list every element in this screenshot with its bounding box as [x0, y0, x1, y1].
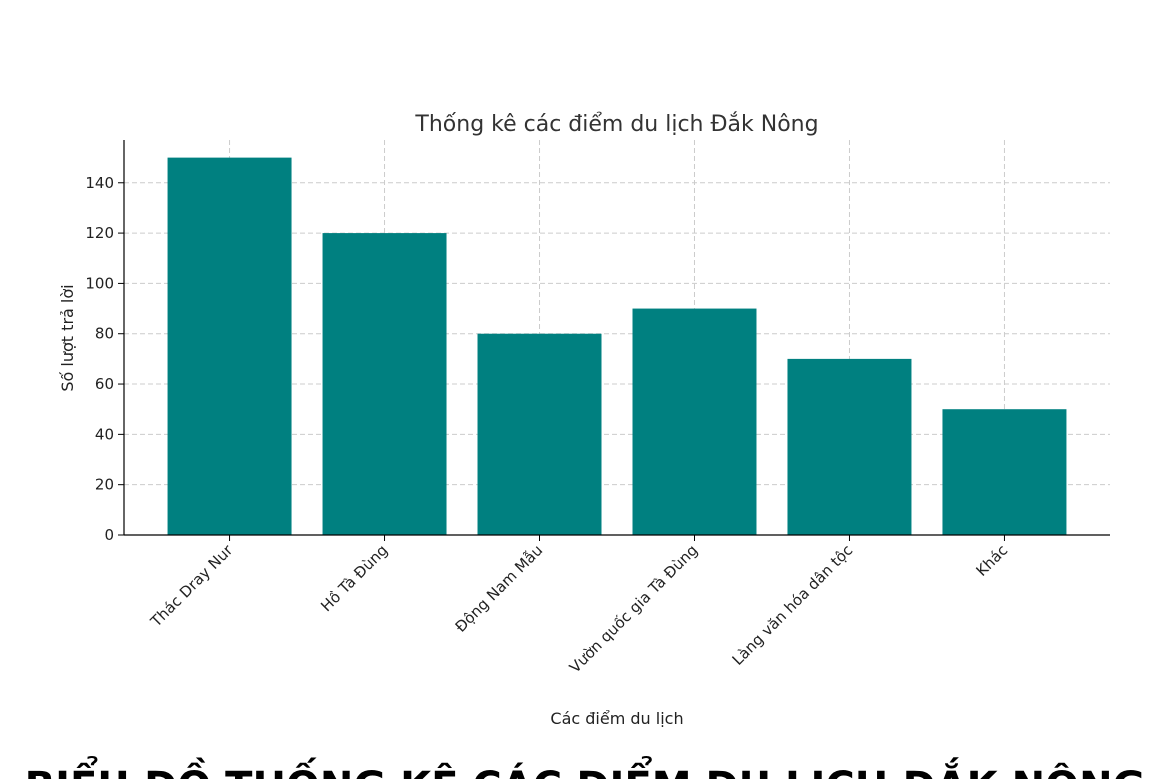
- axes-layer: [123, 140, 1110, 536]
- y-tick-label: 120: [85, 224, 114, 242]
- x-axis-label: Các điểm du lịch: [550, 709, 683, 728]
- bar: [942, 409, 1067, 535]
- x-tick-label: Vườn quốc gia Tà Đùng: [566, 541, 701, 676]
- bar: [787, 358, 912, 535]
- y-axis-label: Số lượt trả lời: [58, 284, 77, 391]
- y-tick-label: 0: [104, 526, 114, 544]
- y-ticks: 0 20 40 60 80 100 120 140: [85, 174, 124, 544]
- x-tick-label: Thác Dray Nur: [146, 541, 237, 632]
- bar: [632, 308, 757, 535]
- bar: [322, 233, 447, 535]
- y-tick-label: 140: [85, 174, 114, 192]
- y-tick-label: 60: [95, 375, 114, 393]
- x-tick-label: Động Nam Mẫu: [452, 541, 547, 636]
- y-tick-label: 20: [95, 476, 114, 494]
- x-ticks: Thác Dray Nur Hồ Tà Đùng Động Nam Mẫu Vườn …: [146, 535, 1011, 677]
- bars-layer: [167, 157, 1067, 536]
- bar: [477, 333, 602, 535]
- y-tick-label: 100: [85, 274, 114, 292]
- x-tick-label: Làng văn hóa dân tộc: [729, 541, 857, 669]
- bar: [167, 157, 292, 536]
- x-tick-label: Khác: [973, 541, 1012, 580]
- chart-title: Thống kê các điểm du lịch Đắk Nông: [414, 112, 818, 137]
- x-tick-label: Hồ Tà Đùng: [317, 541, 391, 615]
- y-tick-label: 80: [95, 325, 114, 343]
- y-tick-label: 40: [95, 425, 114, 443]
- chart-caption: BIỂU ĐỒ THỐNG KÊ CÁC ĐIỂM DU LỊCH ĐẮK NÔ…: [25, 755, 1146, 779]
